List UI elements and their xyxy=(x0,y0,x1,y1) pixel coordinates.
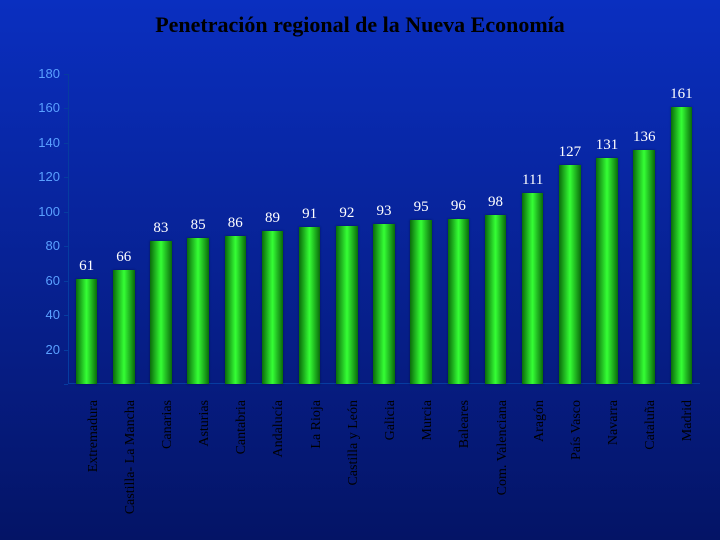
bar-value-label: 66 xyxy=(105,249,142,266)
bar xyxy=(559,165,581,384)
y-tick-label: 120 xyxy=(20,169,60,184)
bar xyxy=(410,220,432,384)
x-category-label: Extremadura xyxy=(86,400,102,540)
bar-slot: 86Cantabria xyxy=(217,74,254,384)
bar-slot: 98Com. Valenciana xyxy=(477,74,514,384)
x-category-label: Asturias xyxy=(197,400,213,540)
y-tick-label: 180 xyxy=(20,66,60,81)
slide: Penetración regional de la Nueva Economí… xyxy=(0,0,720,540)
x-category-label: Cantabria xyxy=(234,400,250,540)
bar xyxy=(596,158,618,384)
bar-value-label: 111 xyxy=(514,172,551,189)
x-category-label: La Rioja xyxy=(309,400,325,540)
x-category-label: Canarias xyxy=(160,400,176,540)
bar xyxy=(76,279,98,384)
y-tick-mark xyxy=(64,108,68,109)
chart-title: Penetración regional de la Nueva Economí… xyxy=(0,12,720,38)
bar-slot: 91La Rioja xyxy=(291,74,328,384)
bar-slot: 89Andalucía xyxy=(254,74,291,384)
y-tick-mark xyxy=(64,143,68,144)
bar-slot: 83Canarias xyxy=(142,74,179,384)
bar xyxy=(373,224,395,384)
y-tick-label: 100 xyxy=(20,204,60,219)
y-tick-label: 40 xyxy=(20,307,60,322)
y-tick-label: 140 xyxy=(20,135,60,150)
bar-value-label: 61 xyxy=(68,258,105,275)
bar xyxy=(522,193,544,384)
y-tick-label: 20 xyxy=(20,342,60,357)
bar-value-label: 91 xyxy=(291,206,328,223)
bar xyxy=(633,150,655,384)
bar-slot: 92Castilla y León xyxy=(328,74,365,384)
bar xyxy=(485,215,507,384)
bar xyxy=(336,226,358,384)
bar-slot: 131Navarra xyxy=(588,74,625,384)
bar xyxy=(150,241,172,384)
bar-value-label: 93 xyxy=(365,203,402,220)
bar-value-label: 83 xyxy=(142,220,179,237)
y-tick-label: 80 xyxy=(20,238,60,253)
bar-chart: 61Extremadura66Castilla- La Mancha83Cana… xyxy=(68,74,700,384)
plot-area: 61Extremadura66Castilla- La Mancha83Cana… xyxy=(68,74,700,384)
x-category-label: Castilla- La Mancha xyxy=(123,400,139,540)
bar-value-label: 127 xyxy=(551,144,588,161)
y-tick-mark xyxy=(64,212,68,213)
bar-value-label: 92 xyxy=(328,205,365,222)
x-category-label: Castilla y León xyxy=(346,400,362,540)
bar xyxy=(299,227,321,384)
bar-slot: 127País Vasco xyxy=(551,74,588,384)
bar xyxy=(187,238,209,384)
y-tick-mark xyxy=(64,281,68,282)
bar-value-label: 96 xyxy=(440,198,477,215)
bar-slot: 93Galicia xyxy=(365,74,402,384)
bar xyxy=(262,231,284,384)
x-category-label: Galicia xyxy=(383,400,399,540)
x-category-label: País Vasco xyxy=(569,400,585,540)
x-category-label: Murcia xyxy=(420,400,436,540)
bar-slot: 95Murcia xyxy=(403,74,440,384)
x-category-label: Andalucía xyxy=(271,400,287,540)
bar-value-label: 86 xyxy=(217,215,254,232)
y-tick-mark xyxy=(64,74,68,75)
bar-value-label: 89 xyxy=(254,210,291,227)
y-tick-mark xyxy=(64,315,68,316)
x-category-label: Navarra xyxy=(606,400,622,540)
bar-value-label: 98 xyxy=(477,194,514,211)
bar xyxy=(225,236,247,384)
x-category-label: Com. Valenciana xyxy=(495,400,511,540)
bar xyxy=(113,270,135,384)
y-tick-mark xyxy=(64,350,68,351)
y-tick-mark xyxy=(64,177,68,178)
bar-value-label: 131 xyxy=(588,137,625,154)
bar-value-label: 85 xyxy=(180,217,217,234)
x-category-label: Cataluña xyxy=(643,400,659,540)
y-tick-mark xyxy=(64,246,68,247)
bar-slot: 85Asturias xyxy=(180,74,217,384)
bar-value-label: 95 xyxy=(403,199,440,216)
bars-container: 61Extremadura66Castilla- La Mancha83Cana… xyxy=(68,74,700,384)
bar-value-label: 136 xyxy=(626,129,663,146)
y-tick-label: 60 xyxy=(20,273,60,288)
y-tick-mark xyxy=(64,384,68,385)
bar-value-label: 161 xyxy=(663,86,700,103)
y-tick-label: 160 xyxy=(20,100,60,115)
bar-slot: 61Extremadura xyxy=(68,74,105,384)
bar xyxy=(671,107,693,384)
bar-slot: 111Aragón xyxy=(514,74,551,384)
bar-slot: 96Baleares xyxy=(440,74,477,384)
x-category-label: Baleares xyxy=(457,400,473,540)
bar-slot: 161Madrid xyxy=(663,74,700,384)
x-category-label: Madrid xyxy=(680,400,696,540)
bar-slot: 136Cataluña xyxy=(626,74,663,384)
x-category-label: Aragón xyxy=(532,400,548,540)
bar xyxy=(448,219,470,384)
bar-slot: 66Castilla- La Mancha xyxy=(105,74,142,384)
